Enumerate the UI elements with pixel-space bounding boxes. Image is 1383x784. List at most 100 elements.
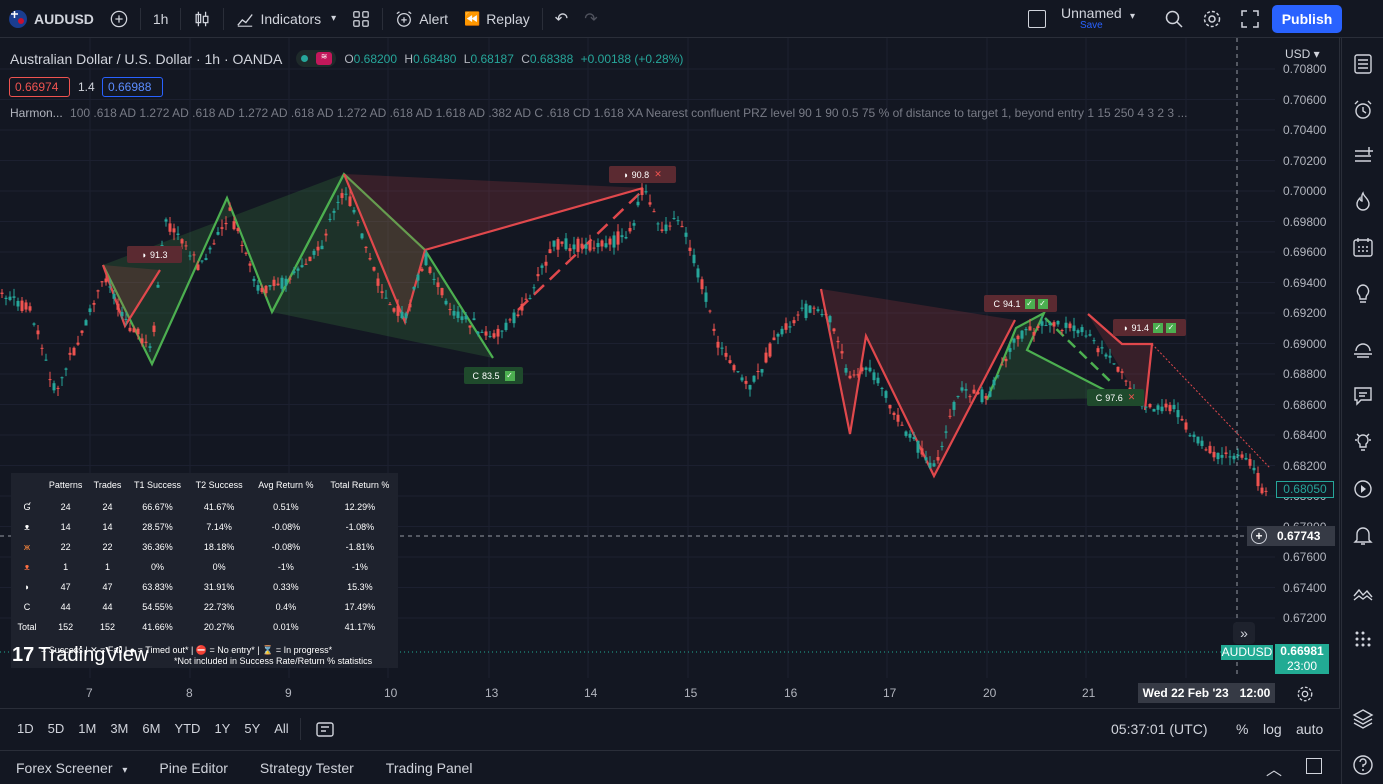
chevron-up-icon[interactable]: ︿: [1266, 761, 1283, 779]
candle-body: [1236, 454, 1240, 457]
panel-tab-pine-editor[interactable]: Pine Editor: [143, 760, 243, 776]
candle-body: [852, 374, 856, 376]
symbol-search[interactable]: AUDUSD: [0, 0, 102, 38]
range-button-5d[interactable]: 5D: [47, 721, 65, 736]
pattern-fill: [1088, 314, 1152, 410]
stats-table: Patterns Trades T1 Success T2 Success Av…: [11, 473, 398, 668]
hotlists-fire-icon[interactable]: [1352, 191, 1374, 213]
clock[interactable]: 05:37:01 (UTC): [1111, 720, 1208, 737]
range-button-all[interactable]: All: [274, 721, 289, 736]
candle-body: [1184, 422, 1188, 430]
percent-toggle[interactable]: %: [1236, 720, 1249, 737]
scroll-to-latest-button[interactable]: »: [1233, 622, 1255, 644]
gear-icon[interactable]: [1202, 9, 1222, 29]
candle-body: [1092, 340, 1096, 342]
price-axis[interactable]: USD ▾ 0.70800 0.70600 0.70400 0.70200 0.7000…: [1221, 38, 1340, 678]
candle-body: [656, 223, 660, 225]
candle-body: [512, 312, 516, 324]
bid-price-button[interactable]: 0.66974: [9, 77, 70, 97]
chat-icon[interactable]: [1352, 385, 1374, 407]
pattern-tag[interactable]: ◗ 90.8 ✕: [609, 166, 676, 183]
candle-body: [1248, 459, 1252, 466]
candle-body: [396, 305, 400, 316]
pattern-tag[interactable]: C 83.5 ✓: [464, 367, 523, 384]
search-icon[interactable]: [1164, 9, 1184, 29]
help-icon[interactable]: [1352, 754, 1374, 776]
fullscreen-icon[interactable]: [1240, 9, 1260, 29]
pattern-fill: [821, 289, 1015, 476]
layers-icon[interactable]: [1352, 707, 1374, 729]
range-button-ytd[interactable]: YTD: [174, 721, 201, 736]
streams-icon[interactable]: [1352, 339, 1374, 361]
candle-body: [644, 191, 648, 193]
chart-type-button[interactable]: [185, 0, 219, 38]
redo-button[interactable]: ↷: [576, 0, 605, 38]
panel-tab-strategy-tester[interactable]: Strategy Tester: [244, 760, 370, 776]
candle-body: [668, 225, 672, 227]
table-header-row: Patterns Trades T1 Success T2 Success Av…: [11, 473, 398, 497]
candle-body: [488, 335, 492, 337]
calendar-icon[interactable]: [1352, 236, 1374, 258]
range-button-1m[interactable]: 1M: [78, 721, 97, 736]
panel-tab-trading-panel[interactable]: Trading Panel: [370, 760, 489, 776]
cell: 47: [102, 582, 113, 592]
currency-selector[interactable]: USD ▾: [1285, 47, 1320, 61]
log-toggle[interactable]: log: [1263, 720, 1282, 737]
layouts-button[interactable]: [344, 0, 378, 38]
object-tree-icon[interactable]: [1352, 145, 1374, 167]
range-button-1d[interactable]: 1D: [17, 721, 34, 736]
layout-name-button[interactable]: Unnamed Save: [1061, 5, 1122, 31]
panel-tab-forex-screener[interactable]: Forex Screener ▾: [0, 760, 143, 776]
pattern-tag[interactable]: ◗ 91.3: [127, 246, 182, 263]
replay-button[interactable]: ⏪ Replay: [456, 0, 538, 38]
alarm-clock-icon[interactable]: [1352, 99, 1374, 121]
broadcast-icon[interactable]: [1352, 478, 1374, 500]
date-range-icon[interactable]: [315, 719, 335, 739]
candle-body: [1040, 321, 1044, 326]
indicator-legend[interactable]: Harmon... 100 .618 AD 1.272 AD .618 AD 1…: [10, 106, 1265, 120]
candle-body: [848, 375, 852, 379]
candle-body: [88, 308, 92, 313]
market-status-badge[interactable]: ≋: [296, 50, 337, 67]
layout-square-icon[interactable]: [1028, 10, 1046, 28]
chevron-down-icon[interactable]: ▾: [1130, 11, 1136, 22]
candle-body: [896, 414, 900, 422]
add-symbol-button[interactable]: [102, 0, 136, 38]
undo-button[interactable]: ↶: [547, 0, 576, 38]
indicators-button[interactable]: Indicators ▾: [228, 0, 344, 38]
publish-button[interactable]: Publish: [1272, 5, 1342, 33]
maximize-icon[interactable]: [1306, 758, 1322, 774]
chart-pane[interactable]: Australian Dollar / U.S. Dollar · 1h · O…: [0, 38, 1340, 708]
chart-legend: Australian Dollar / U.S. Dollar · 1h · O…: [10, 50, 683, 67]
time-tick: 7: [86, 686, 93, 700]
range-button-3m[interactable]: 3M: [110, 721, 129, 736]
plus-circle-icon[interactable]: +: [1251, 528, 1267, 544]
auto-toggle[interactable]: auto: [1296, 720, 1324, 737]
tradingview-logo[interactable]: 17 TradingView: [12, 644, 148, 667]
candle-body: [876, 377, 880, 384]
range-button-5y[interactable]: 5Y: [244, 721, 261, 736]
tips-icon[interactable]: [1352, 431, 1374, 453]
watchlist-icon[interactable]: [1352, 53, 1374, 75]
candle-body: [1124, 380, 1128, 382]
pattern-tag[interactable]: ◗ 91.4 ✓ ✓: [1113, 319, 1186, 336]
cell: 28.57%: [142, 522, 173, 532]
pattern-fill: [103, 265, 160, 326]
ask-price-button[interactable]: 0.66988: [102, 77, 163, 97]
candle-body: [460, 316, 464, 320]
range-button-1y[interactable]: 1Y: [214, 721, 231, 736]
gear-icon[interactable]: [1296, 685, 1314, 703]
open-value: 0.68200: [353, 51, 398, 66]
crosshair-price: 0.67743: [1277, 529, 1321, 543]
pattern-tag[interactable]: C 94.1 ✓ ✓: [984, 295, 1057, 312]
ideas-lightbulb-icon[interactable]: [1352, 283, 1374, 305]
pattern-tag[interactable]: C 97.6 ✕: [1087, 389, 1144, 406]
dots-grid-icon[interactable]: [1352, 628, 1374, 650]
range-button-6m[interactable]: 6M: [142, 721, 161, 736]
alert-button[interactable]: Alert: [387, 0, 456, 38]
chart-title[interactable]: Australian Dollar / U.S. Dollar · 1h · O…: [10, 50, 283, 67]
notifications-bell-icon[interactable]: [1352, 524, 1374, 546]
interval-button[interactable]: 1h: [145, 0, 177, 38]
pattern-wave-icon[interactable]: [1352, 582, 1374, 604]
grid-icon: [353, 10, 370, 27]
